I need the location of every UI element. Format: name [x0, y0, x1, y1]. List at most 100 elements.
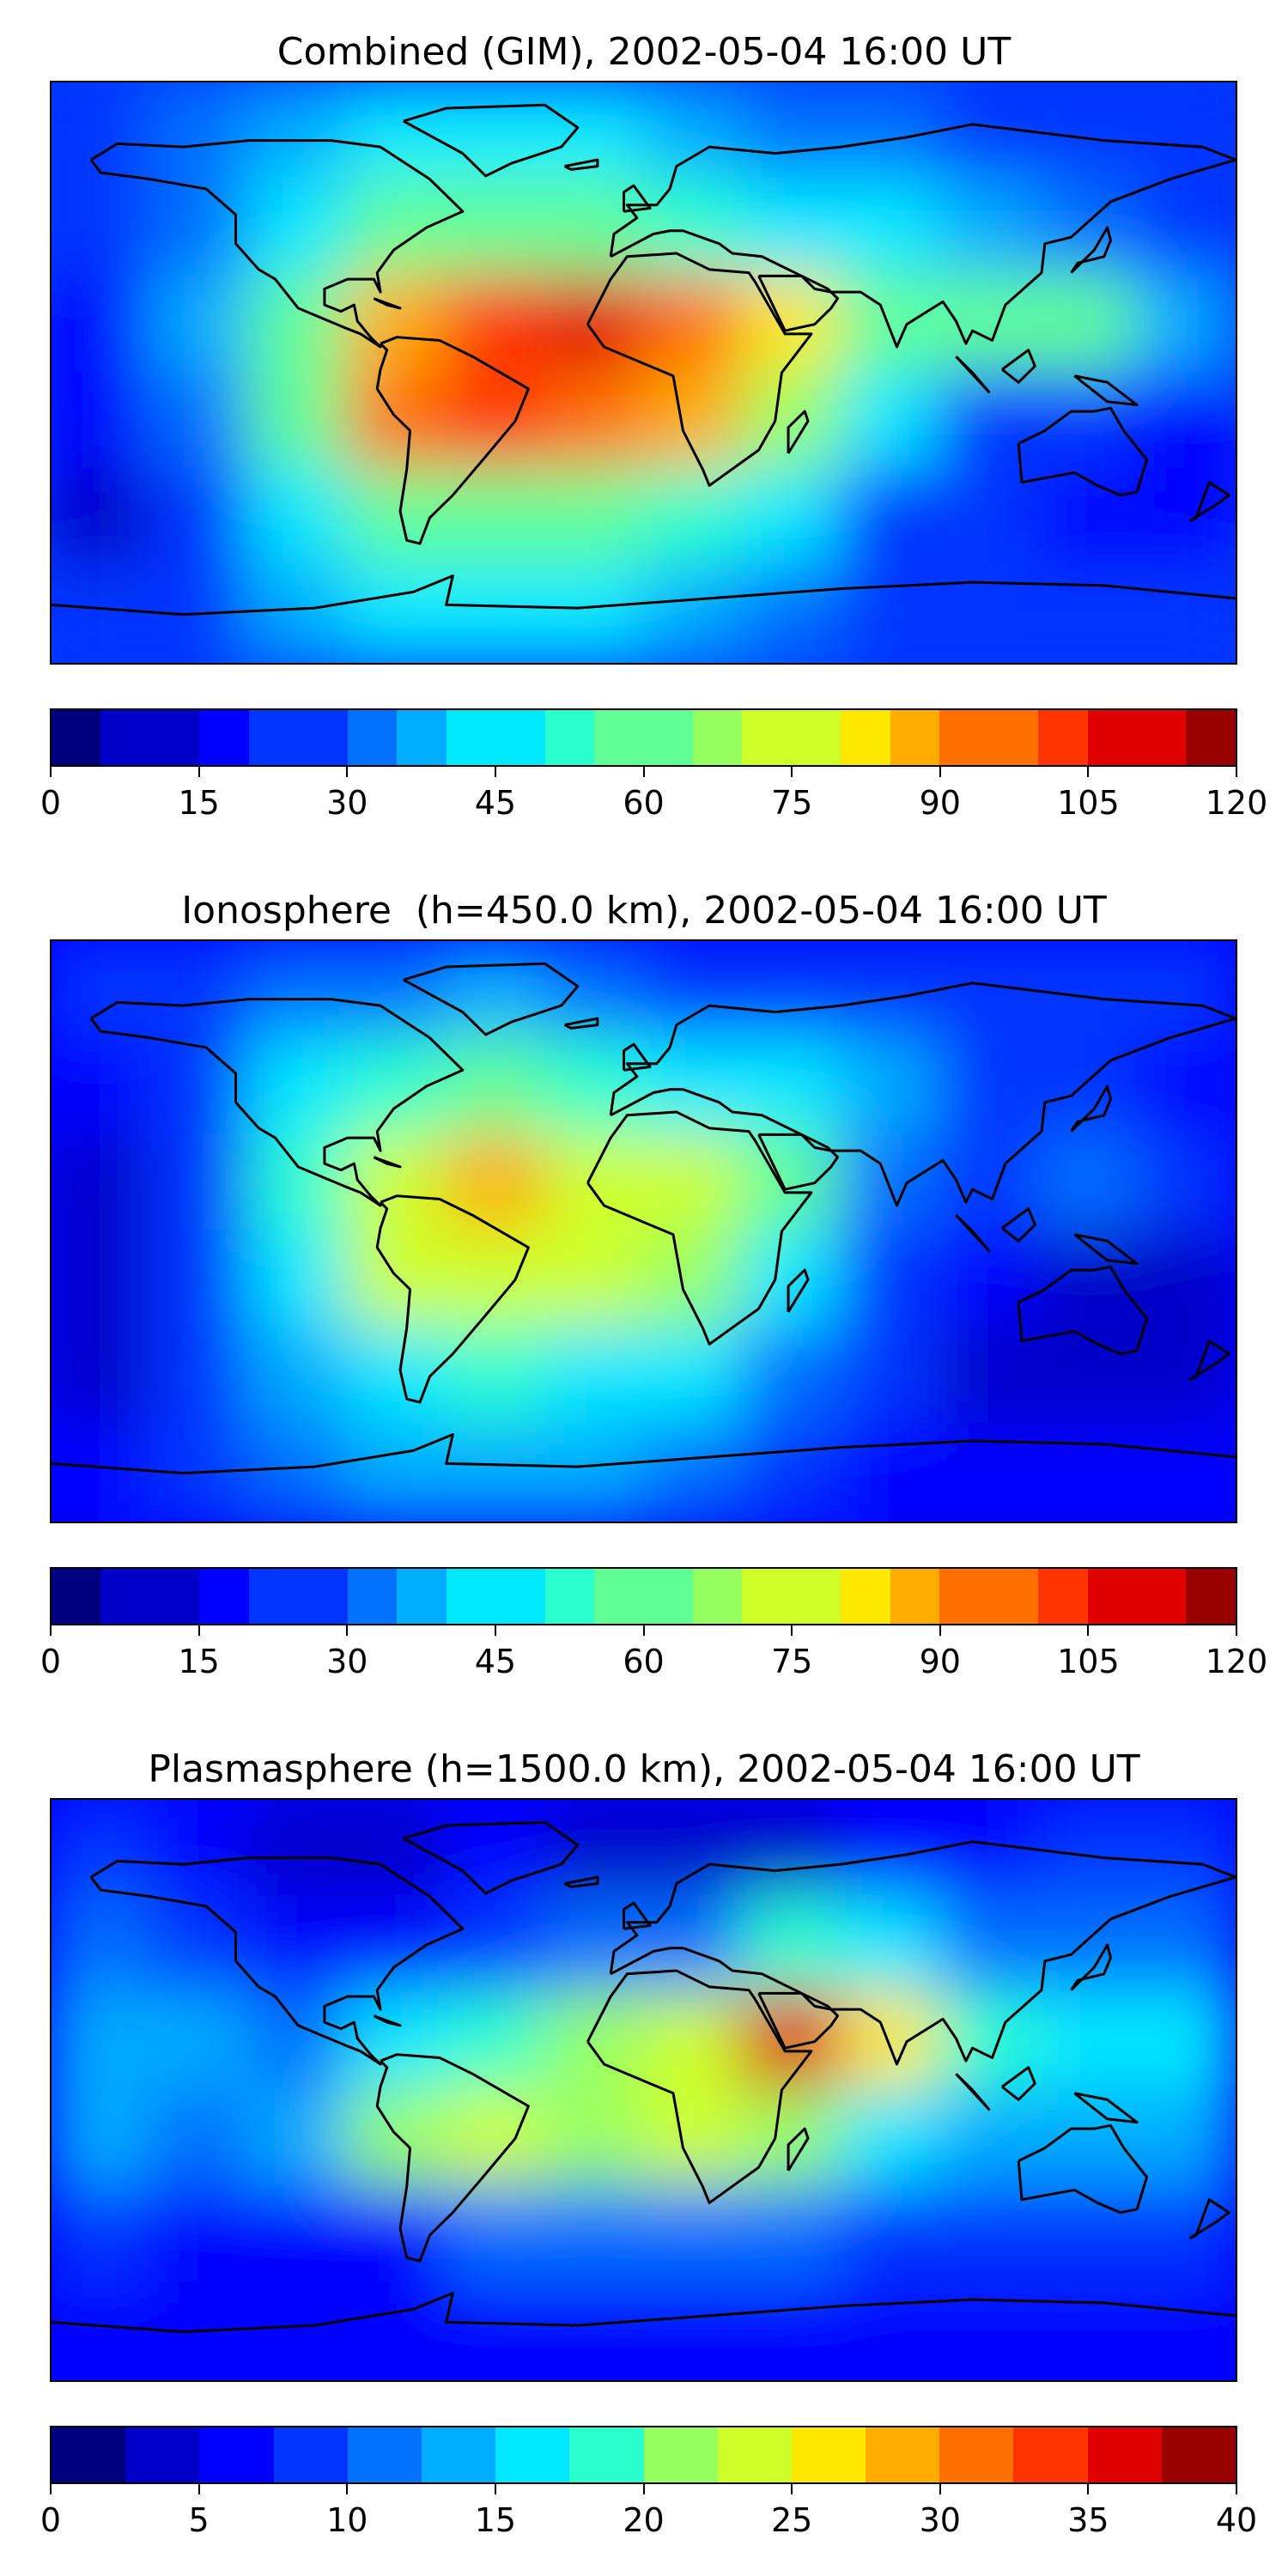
coastline	[375, 2053, 530, 2263]
colorbar-tick-label: 75	[770, 1643, 813, 1680]
tec-cell	[345, 2088, 448, 2189]
colorbar-tick-label: 60	[623, 1643, 665, 1680]
tec-cell	[641, 2281, 744, 2380]
tec-cell	[543, 2281, 646, 2380]
colorbar-tick	[346, 1625, 349, 1636]
tec-cell	[740, 1036, 843, 1137]
tec-cell	[740, 1894, 843, 1996]
panel-title: Plasmasphere (h=1500.0 km), 2002-05-04 1…	[148, 1747, 1140, 1791]
tec-cell	[1135, 2184, 1236, 2286]
colorbar-tick-label: 105	[1057, 1643, 1120, 1680]
colorbar-segment	[643, 2427, 718, 2482]
tec-cell	[641, 1800, 744, 1899]
colorbar-segment	[347, 710, 398, 765]
tec-cell	[641, 941, 744, 1040]
tec-cell	[148, 82, 251, 181]
tec-cell	[543, 941, 646, 1040]
coastline	[757, 274, 840, 332]
tec-cell	[839, 82, 942, 181]
tec-cell	[839, 2184, 942, 2286]
colorbar-segment	[841, 1569, 890, 1624]
tec-cell	[52, 1133, 152, 1233]
tec-cell	[1036, 1326, 1139, 1427]
coastline	[89, 139, 465, 349]
tec-cell	[1135, 1133, 1236, 1233]
tec-cell	[345, 82, 448, 181]
tec-cell	[148, 467, 251, 568]
tec-cell	[444, 2184, 547, 2286]
coastline	[89, 1856, 465, 2066]
tec-cell	[444, 941, 547, 1040]
colorbar-tick	[939, 2484, 941, 2494]
colorbar-segment	[495, 710, 545, 765]
tec-cell	[543, 177, 646, 278]
tec-cell	[839, 1423, 942, 1522]
colorbar-tick-label: 120	[1205, 1643, 1268, 1680]
tec-map-svg	[52, 82, 1236, 663]
tec-cell	[246, 1800, 349, 1899]
tec-cell	[938, 1036, 1041, 1137]
tec-cell	[839, 274, 942, 374]
tec-cell	[839, 2088, 942, 2189]
colorbar-tick-label: 15	[178, 784, 220, 822]
tec-cell	[345, 564, 448, 663]
tec-cell	[246, 1036, 349, 1137]
panel-plasmasphere: Plasmasphere (h=1500.0 km), 2002-05-04 1…	[0, 1745, 1288, 2561]
colorbar-segment	[742, 1569, 792, 1624]
tec-cell	[444, 1800, 547, 1899]
colorbar-tick-label: 45	[474, 1643, 517, 1680]
coastline	[403, 1820, 580, 1895]
tec-cell	[543, 1894, 646, 1996]
colorbar-segment	[569, 2427, 644, 2482]
map-combined	[50, 81, 1237, 665]
colorbar-segment	[100, 1569, 150, 1624]
colorbar-segment	[1161, 2427, 1236, 2482]
tec-cell	[641, 467, 744, 568]
colorbar-segment	[149, 1569, 200, 1624]
tec-cell	[1135, 1991, 1236, 2092]
tec-cell	[938, 177, 1041, 278]
colorbar-tick	[1087, 2484, 1090, 2494]
tec-cell	[52, 2088, 152, 2189]
coastline	[586, 1969, 813, 2204]
tec-cell	[839, 1133, 942, 1233]
colorbar-tick-label: 45	[474, 784, 517, 822]
colorbar-segment	[692, 1569, 743, 1624]
colorbar-tick	[939, 1625, 941, 1636]
colorbar-segment	[495, 2427, 570, 2482]
tec-cell	[444, 2281, 547, 2380]
tec-cell	[345, 941, 448, 1040]
tec-cell	[641, 371, 744, 471]
tec-cell	[148, 1036, 251, 1137]
colorbar-tick-label: 10	[326, 2501, 368, 2539]
map-ionosphere	[50, 939, 1237, 1523]
colorbar-segment	[199, 2427, 274, 2482]
colorbar-segment	[397, 710, 447, 765]
tec-cell	[543, 1991, 646, 2092]
tec-cell	[1036, 564, 1139, 663]
tec-cell	[246, 371, 349, 471]
tec-cell	[839, 371, 942, 471]
colorbar-tick-label: 20	[623, 2501, 665, 2539]
colorbar-segment	[866, 2427, 940, 2482]
colorbar-tick-label: 90	[919, 1643, 961, 1680]
colorbar-tick	[494, 2484, 496, 2494]
tec-cell	[839, 2281, 942, 2380]
coastline	[955, 2073, 991, 2111]
tec-cell	[246, 1230, 349, 1330]
colorbar-segment	[1136, 710, 1187, 765]
colorbar-tick-label: 0	[39, 784, 62, 822]
tec-cell	[52, 177, 152, 278]
tec-cell	[444, 1133, 547, 1233]
tec-cell	[345, 1423, 448, 1522]
colorbar-segment	[939, 710, 989, 765]
tec-cell	[444, 1894, 547, 1996]
tec-cell	[246, 1133, 349, 1233]
tec-cell	[543, 1423, 646, 1522]
tec-cell	[938, 2281, 1041, 2380]
colorbar-segment	[446, 1569, 496, 1624]
colorbar-segment	[347, 1569, 398, 1624]
tec-cell	[543, 1326, 646, 1427]
coastline	[403, 962, 580, 1036]
tec-cell	[246, 2088, 349, 2189]
